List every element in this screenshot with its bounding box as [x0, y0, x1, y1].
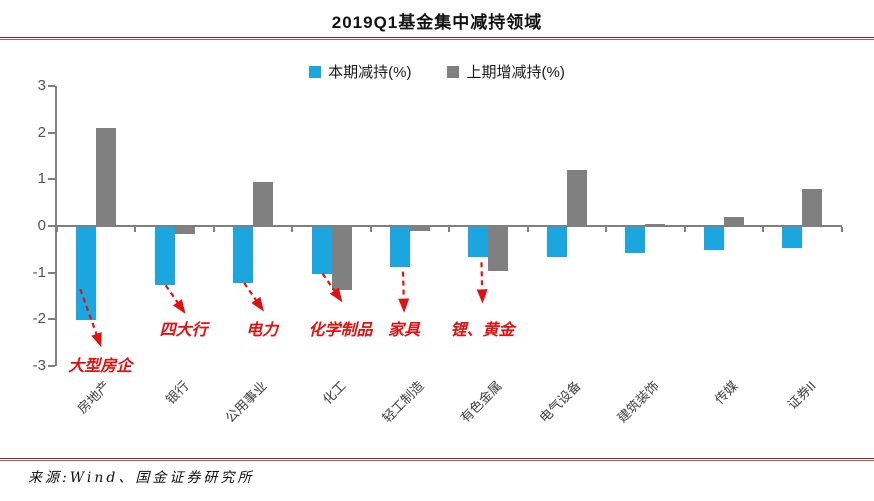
zero-axis-line — [57, 225, 842, 227]
bar-有色金属-上期增减持(%) — [488, 227, 509, 272]
x-axis-label: 公用事业 — [222, 378, 270, 426]
legend-swatch-previous-icon — [447, 65, 460, 78]
bar-传媒-本期减持(%) — [703, 227, 724, 251]
x-tick-mark — [56, 227, 58, 232]
x-tick-mark — [369, 227, 372, 232]
chart-legend: 本期减持(%) 上期增减持(%) — [0, 61, 874, 82]
x-axis-label: 证券II — [784, 378, 819, 413]
bar-建筑装饰-本期减持(%) — [625, 227, 646, 253]
bar-银行-上期增减持(%) — [174, 227, 195, 234]
y-tick-mark — [48, 364, 55, 367]
x-tick-mark — [291, 227, 294, 232]
y-axis-line — [55, 86, 57, 366]
bar-建筑装饰-上期增减持(%) — [645, 223, 666, 226]
x-tick-mark — [212, 227, 215, 232]
y-tick-mark — [48, 318, 55, 321]
y-tick-label: 0 — [37, 217, 46, 234]
bar-公用事业-本期减持(%) — [233, 227, 254, 283]
bar-有色金属-本期减持(%) — [468, 227, 489, 258]
annotation-label: 电力 — [246, 320, 279, 339]
y-tick-mark — [48, 85, 55, 88]
bar-房地产-本期减持(%) — [76, 227, 97, 321]
bar-电气设备-上期增减持(%) — [566, 170, 587, 226]
annotation-label: 锂、黄金 — [450, 320, 515, 339]
y-tick-label: -2 — [32, 310, 46, 328]
x-tick-mark — [683, 227, 686, 232]
annotation-label: 大型房企 — [68, 356, 133, 376]
y-tick-label: 1 — [37, 170, 46, 188]
y-tick-label: 2 — [37, 123, 46, 141]
y-tick-mark — [48, 271, 55, 274]
y-tick-label: -1 — [32, 263, 46, 281]
bar-证券II-本期减持(%) — [782, 227, 803, 248]
chart-title: 2019Q1基金集中减持领域 — [331, 13, 543, 32]
annotation-label: 四大行 — [159, 320, 208, 339]
bar-公用事业-上期增减持(%) — [253, 181, 274, 226]
source-note: 来源:Wind、国金证券研究所 — [28, 470, 255, 486]
legend-swatch-current-icon — [309, 65, 322, 78]
annotation-label: 家具 — [388, 320, 421, 339]
bar-传媒-上期增减持(%) — [723, 216, 744, 226]
x-tick-mark — [840, 227, 843, 232]
legend-item-current-reduction: 本期减持(%) — [309, 61, 411, 82]
bar-轻工制造-本期减持(%) — [390, 227, 411, 267]
footer-divider-line — [0, 458, 874, 461]
annotation-label: 化学制品 — [308, 320, 373, 339]
bar-电气设备-本期减持(%) — [546, 227, 567, 258]
y-tick-label: 3 — [37, 77, 46, 95]
y-tick-mark — [48, 225, 55, 227]
x-tick-mark — [448, 227, 451, 232]
title-divider-line — [0, 37, 874, 40]
legend-item-previous-change: 上期增减持(%) — [447, 61, 565, 82]
y-tick-mark — [48, 178, 55, 181]
legend-label-previous: 上期增减持(%) — [466, 64, 565, 81]
y-tick-mark — [48, 131, 55, 134]
y-tick-label: -3 — [32, 356, 46, 374]
x-tick-mark — [134, 227, 137, 232]
legend-label-current: 本期减持(%) — [328, 64, 412, 81]
bar-化工-本期减持(%) — [311, 227, 332, 274]
bar-轻工制造-上期增减持(%) — [410, 227, 431, 231]
bar-房地产-上期增减持(%) — [96, 128, 117, 226]
x-tick-mark — [605, 227, 608, 232]
bar-化工-上期增减持(%) — [331, 227, 352, 290]
x-tick-mark — [526, 227, 529, 232]
bar-证券II-上期增减持(%) — [802, 188, 823, 226]
bar-银行-本期减持(%) — [154, 227, 175, 286]
x-tick-mark — [762, 227, 765, 232]
